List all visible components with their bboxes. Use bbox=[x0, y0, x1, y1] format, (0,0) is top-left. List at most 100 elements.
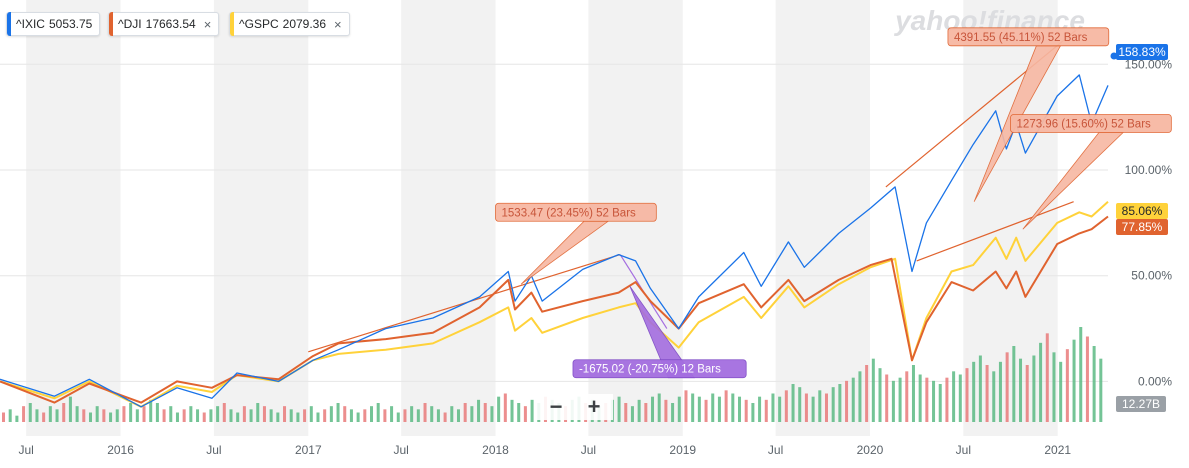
volume-bar bbox=[296, 412, 300, 422]
volume-bar bbox=[1072, 339, 1076, 422]
legend-symbol: ^IXIC bbox=[16, 17, 45, 31]
volume-bar bbox=[878, 368, 882, 422]
legend-item-gspc[interactable]: ^GSPC 2079.36 × bbox=[229, 12, 350, 36]
volume-bar bbox=[62, 403, 66, 422]
trend-line bbox=[916, 201, 1074, 262]
volume-bar bbox=[396, 412, 400, 422]
volume-bar bbox=[891, 380, 895, 422]
zoom-out-button[interactable]: − bbox=[549, 394, 563, 419]
volume-bar bbox=[242, 406, 246, 422]
volume-bar bbox=[657, 393, 661, 422]
close-icon[interactable]: × bbox=[203, 16, 212, 32]
legend-value: 5053.75 bbox=[48, 17, 93, 31]
volume-bar bbox=[443, 412, 447, 422]
volume-bar bbox=[22, 406, 26, 422]
volume-bar bbox=[135, 409, 139, 422]
end-label-ixic: 158.83% bbox=[1116, 44, 1168, 60]
end-label-badge bbox=[1116, 219, 1168, 235]
ixic-endpoint-dot bbox=[1110, 52, 1118, 60]
volume-bar bbox=[88, 412, 92, 422]
time-band bbox=[775, 0, 870, 436]
x-tick-label: 2018 bbox=[482, 443, 509, 457]
end-label-badge bbox=[1116, 203, 1168, 219]
volume-bar bbox=[68, 396, 72, 422]
annotation-label: -1675.02 (-20.75%) 12 Bars bbox=[579, 364, 721, 376]
volume-bar bbox=[343, 406, 347, 422]
volume-bar bbox=[845, 380, 849, 422]
volume-bar bbox=[189, 406, 193, 422]
volume-bar bbox=[644, 403, 648, 422]
volume-bar bbox=[456, 409, 460, 422]
volume-bar bbox=[236, 412, 240, 422]
volume-bar bbox=[671, 403, 675, 422]
volume-bar bbox=[945, 377, 949, 422]
volume-bar bbox=[637, 399, 641, 422]
volume-bar bbox=[851, 377, 855, 422]
volume-bar bbox=[1039, 342, 1043, 422]
volume-bar bbox=[952, 371, 956, 422]
volume-bar bbox=[356, 412, 360, 422]
volume-bar bbox=[744, 399, 748, 422]
volume-bar bbox=[416, 409, 420, 422]
gspc-color-swatch bbox=[230, 12, 234, 36]
volume-bar bbox=[717, 396, 721, 422]
volume-bar bbox=[82, 409, 86, 422]
volume-bar bbox=[430, 406, 434, 422]
annotation-label: 1273.96 (15.60%) 52 Bars bbox=[1017, 118, 1152, 130]
volume-bar bbox=[1032, 355, 1036, 422]
zoom-in-button[interactable]: + bbox=[587, 394, 601, 419]
volume-bar bbox=[958, 374, 962, 422]
volume-bar bbox=[858, 371, 862, 422]
volume-bar bbox=[55, 409, 59, 422]
volume-bar bbox=[925, 377, 929, 422]
volume-bar bbox=[818, 390, 822, 422]
x-tick-label: 2016 bbox=[107, 443, 134, 457]
volume-bar bbox=[316, 412, 320, 422]
legend-symbol: ^GSPC bbox=[239, 17, 279, 31]
volume-bar bbox=[376, 403, 380, 422]
legend-item-ixic[interactable]: ^IXIC 5053.75 bbox=[6, 12, 101, 36]
volume-bar bbox=[229, 409, 233, 422]
volume-bar bbox=[738, 396, 742, 422]
volume-bar bbox=[684, 390, 688, 422]
volume-bar bbox=[477, 399, 481, 422]
volume-bar bbox=[905, 371, 909, 422]
end-label-badge bbox=[1116, 44, 1168, 60]
end-label-value: 85.06% bbox=[1122, 204, 1163, 218]
volume-bar bbox=[1025, 365, 1029, 422]
volume-bar bbox=[932, 380, 936, 422]
close-icon[interactable]: × bbox=[334, 16, 342, 32]
volume-bar bbox=[35, 409, 39, 422]
volume-bar bbox=[483, 403, 487, 422]
volume-bar bbox=[283, 406, 287, 422]
volume-bar bbox=[15, 415, 19, 422]
legend-item-dji[interactable]: ^DJI 17663.54 × bbox=[108, 12, 220, 36]
volume-bar bbox=[363, 409, 367, 422]
volume-bar bbox=[222, 403, 226, 422]
volume-bar bbox=[269, 409, 273, 422]
volume-bar bbox=[998, 361, 1002, 422]
y-tick-label: 0.00% bbox=[1138, 374, 1172, 388]
volume-label: 12.27B bbox=[1122, 397, 1160, 411]
end-label-value: 158.83% bbox=[1118, 45, 1166, 59]
volume-bar bbox=[102, 409, 106, 422]
volume-bar bbox=[289, 409, 293, 422]
y-tick-label: 150.00% bbox=[1125, 57, 1173, 71]
zoom-controls: − + bbox=[537, 394, 613, 420]
annotation-callout: 1533.47 (23.45%) 52 Bars bbox=[495, 202, 657, 285]
volume-bar bbox=[403, 409, 407, 422]
volume-bar bbox=[182, 409, 186, 422]
volume-bar bbox=[115, 409, 119, 422]
volume-bar bbox=[751, 403, 755, 422]
volume-bar bbox=[630, 406, 634, 422]
volume-bar bbox=[196, 409, 200, 422]
volume-bar bbox=[410, 406, 414, 422]
volume-bar bbox=[149, 399, 153, 422]
volume-label-badge bbox=[1116, 396, 1166, 412]
volume-bar bbox=[1085, 336, 1089, 422]
volume-bar bbox=[175, 412, 179, 422]
x-tick-label: 2021 bbox=[1044, 443, 1071, 457]
volume-bar bbox=[711, 393, 715, 422]
